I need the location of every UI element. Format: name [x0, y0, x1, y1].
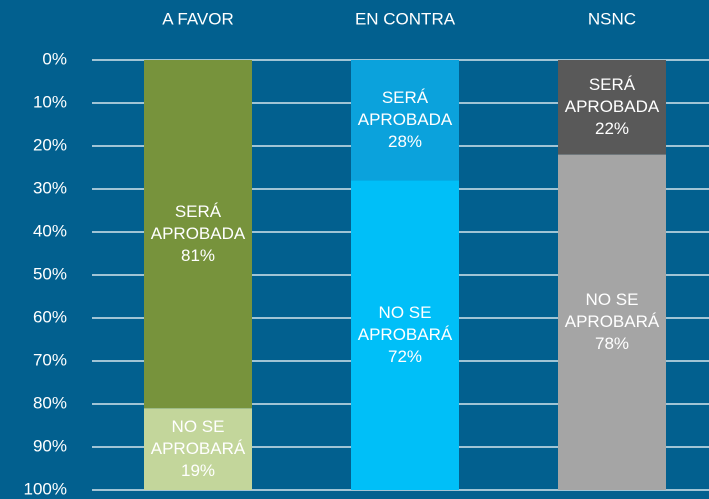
- bar-segment: [558, 154, 666, 490]
- value-label: 78%: [594, 334, 630, 354]
- data-label: NO SE APROBARÁ 72%: [351, 302, 459, 368]
- series-name: SERÁ APROBADA: [357, 88, 453, 130]
- series-name: NO SE APROBARÁ: [357, 303, 453, 345]
- y-tick-label: 60%: [33, 307, 67, 326]
- data-label: SERÁ APROBADA 22%: [558, 74, 666, 140]
- value-label: 28%: [387, 132, 423, 152]
- bar-segment: [558, 60, 666, 155]
- bar-segment: [144, 408, 252, 490]
- y-tick-label: 80%: [33, 393, 67, 412]
- y-tick-label: 40%: [33, 221, 67, 240]
- data-label: NO SE APROBARÁ 19%: [144, 416, 252, 482]
- y-tick-label: 50%: [33, 264, 67, 283]
- value-label: 19%: [180, 461, 216, 481]
- series-name: SERÁ APROBADA: [150, 202, 246, 244]
- data-label: NO SE APROBARÁ 78%: [558, 289, 666, 355]
- y-tick-label: 30%: [33, 178, 67, 197]
- bar-segment: [144, 60, 252, 409]
- x-tick-label: A FAVOR: [162, 9, 234, 28]
- value-label: 22%: [594, 119, 630, 139]
- x-tick-label: EN CONTRA: [355, 9, 456, 28]
- y-tick-label: 0%: [42, 49, 67, 68]
- y-tick-label: 70%: [33, 350, 67, 369]
- series-name: NO SE APROBARÁ: [150, 417, 246, 459]
- value-label: 81%: [180, 246, 216, 266]
- x-tick-label: NSNC: [588, 9, 636, 28]
- bar-segment: [351, 180, 459, 490]
- y-tick-label: 20%: [33, 135, 67, 154]
- bar-segment: [351, 60, 459, 181]
- y-tick-label: 10%: [33, 92, 67, 111]
- data-label: SERÁ APROBADA 28%: [351, 87, 459, 153]
- y-tick-label: 90%: [33, 436, 67, 455]
- series-name: NO SE APROBARÁ: [564, 290, 660, 332]
- series-name: SERÁ APROBADA: [564, 75, 660, 117]
- y-tick-label: 100%: [24, 479, 67, 498]
- value-label: 72%: [387, 347, 423, 367]
- data-label: SERÁ APROBADA 81%: [144, 201, 252, 267]
